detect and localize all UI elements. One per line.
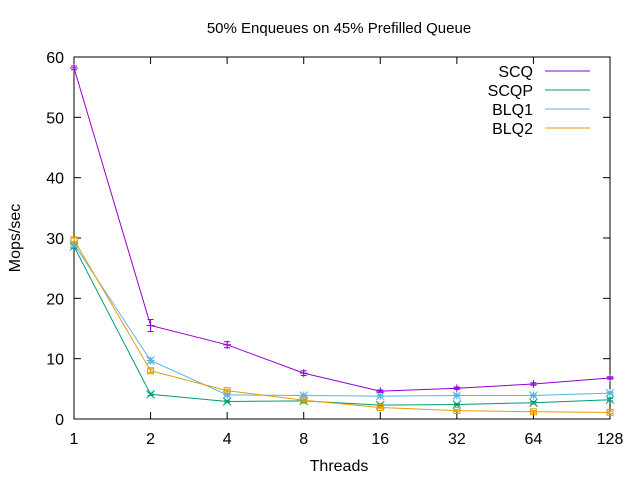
error-bar: [300, 398, 307, 403]
data-point: [529, 391, 538, 400]
x-tick-label: 1: [70, 431, 79, 448]
data-point: [223, 387, 231, 395]
x-tick-label: 32: [448, 431, 466, 448]
x-tick-label: 2: [146, 431, 155, 448]
legend-label: BLQ1: [492, 102, 533, 119]
data-point: [606, 408, 614, 416]
x-axis-label: Threads: [310, 458, 369, 475]
data-point: [453, 407, 461, 415]
legend-label: BLQ2: [492, 121, 533, 138]
data-point: [146, 321, 155, 330]
series-line: [73, 67, 611, 392]
x-tick-label: 8: [299, 431, 308, 448]
error-bar: [224, 388, 231, 393]
data-point: [375, 391, 385, 401]
error-bar: [453, 408, 460, 413]
series-scq: [70, 63, 614, 396]
y-axis-label: Mops/sec: [7, 204, 24, 272]
legend-item-blq1: BLQ1: [492, 102, 590, 119]
legend-label: SCQP: [488, 83, 533, 100]
data-point: [452, 384, 461, 393]
data-point: [299, 369, 308, 378]
data-point: [300, 396, 308, 404]
data-point: [69, 239, 79, 249]
legend: SCQ SCQP BLQ1 BLQ2: [488, 64, 590, 138]
data-point: [606, 373, 614, 382]
data-point: [147, 367, 155, 375]
data-point: [529, 408, 537, 416]
y-tick-label: 60: [46, 50, 64, 67]
y-axis-ticks: 0 10 20 30 40 50 60: [46, 50, 610, 429]
x-tick-label: 4: [223, 431, 232, 448]
data-point: [146, 356, 155, 365]
data-point: [222, 390, 232, 400]
series-line: [73, 243, 611, 397]
x-axis-ticks: 1 2 4 8 16 32 64 128: [70, 57, 624, 448]
y-tick-label: 20: [46, 291, 64, 308]
series-blq1: [69, 239, 615, 401]
series-line: [73, 239, 611, 413]
data-point: [146, 389, 155, 399]
y-tick-label: 40: [46, 171, 64, 188]
legend-item-scqp: SCQP: [488, 83, 590, 100]
y-tick-label: 30: [46, 231, 64, 248]
error-bar: [530, 410, 537, 414]
legend-label: SCQ: [498, 64, 533, 81]
legend-item-blq2: BLQ2: [492, 121, 590, 138]
series-blq2: [70, 236, 614, 416]
series-layer: [69, 63, 615, 416]
data-point: [452, 391, 462, 400]
data-point: [299, 391, 309, 400]
y-tick-label: 50: [46, 110, 64, 127]
data-point: [376, 404, 384, 412]
error-bar: [147, 368, 154, 374]
data-point: [223, 340, 232, 349]
error-bar: [71, 237, 77, 243]
x-tick-label: 16: [371, 431, 389, 448]
legend-item-scq: SCQ: [498, 64, 590, 81]
error-bar: [607, 410, 613, 415]
chart-title: 50% Enqueues on 45% Prefilled Queue: [207, 20, 471, 37]
data-point: [70, 63, 78, 72]
data-point: [605, 388, 615, 398]
series-line: [73, 246, 611, 406]
y-tick-label: 0: [55, 412, 64, 429]
y-tick-label: 10: [46, 352, 64, 369]
data-point: [70, 236, 78, 244]
data-point: [222, 397, 232, 406]
data-point: [529, 380, 538, 389]
data-point: [529, 398, 538, 408]
error-bar: [377, 405, 384, 410]
x-tick-label: 64: [525, 431, 543, 448]
x-tick-label: 128: [597, 431, 624, 448]
data-point: [605, 395, 615, 405]
